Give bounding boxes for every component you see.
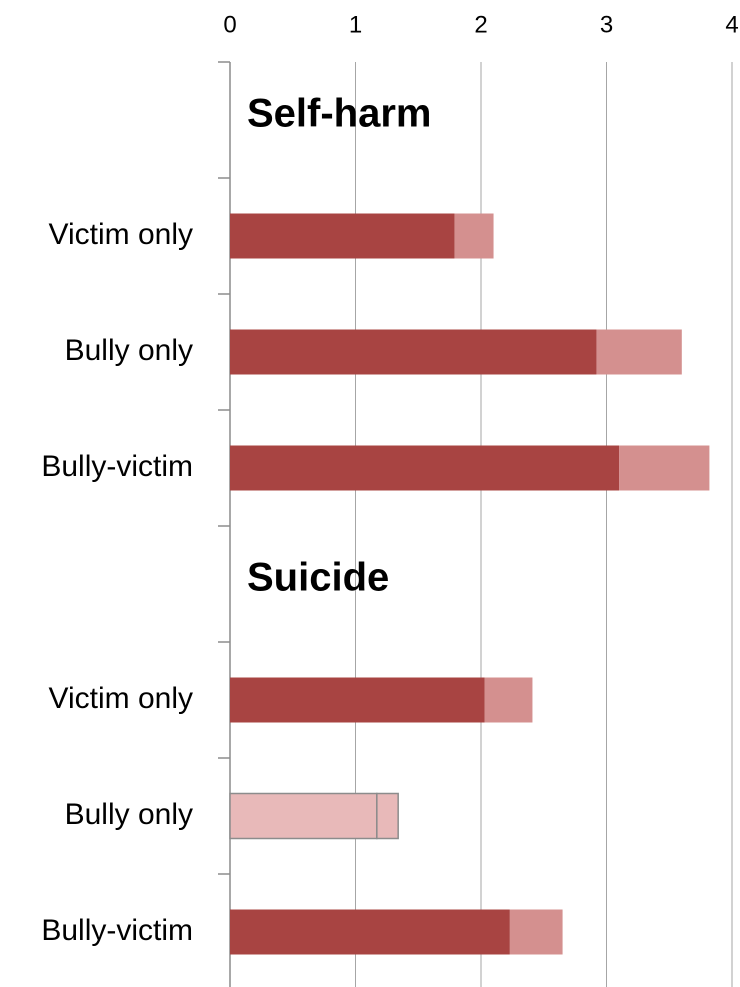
bar-segment	[619, 445, 710, 491]
y-tick-label: Bully-victim	[41, 450, 193, 483]
y-tick-label: Bully-victim	[41, 914, 193, 947]
group-heading: Suicide	[247, 556, 389, 600]
y-tick-label: Victim only	[49, 218, 194, 251]
bar-segment	[230, 445, 620, 491]
x-tick-label: 3	[600, 11, 613, 38]
y-tick-label: Victim only	[49, 682, 194, 715]
bar-segment	[230, 329, 597, 375]
bar-segment	[376, 792, 399, 840]
group-heading: Self-harm	[247, 92, 432, 136]
bar-segment	[229, 792, 378, 840]
x-tick-label: 2	[474, 11, 487, 38]
bar-segment	[484, 677, 533, 723]
bar-segment	[230, 677, 485, 723]
y-tick-label: Bully only	[65, 798, 193, 831]
bar-segment	[454, 213, 494, 259]
x-tick-label: 0	[223, 11, 236, 38]
bar-segment	[230, 213, 455, 259]
x-tick-label: 1	[349, 11, 362, 38]
x-tick-label: 4	[725, 11, 738, 38]
bar-segment	[509, 909, 563, 955]
bar-segment	[230, 909, 510, 955]
bar-segment	[596, 329, 682, 375]
y-tick-label: Bully only	[65, 334, 193, 367]
